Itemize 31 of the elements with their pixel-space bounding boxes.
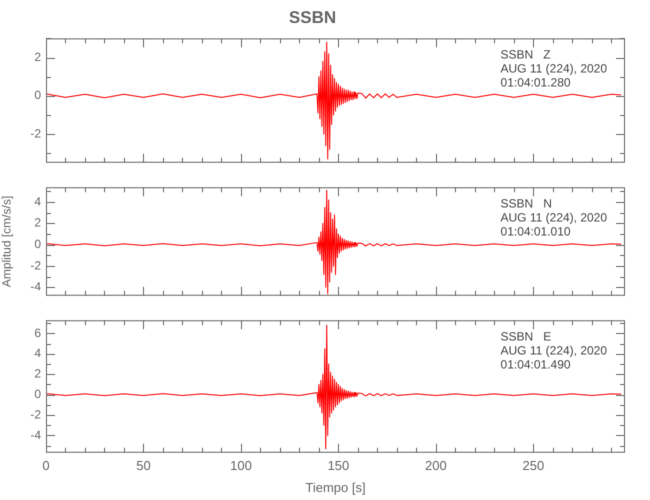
- annotation: AUG 11 (224), 2020: [500, 62, 608, 76]
- x-tick-label: 150: [328, 458, 350, 474]
- y-tick-label: 0: [34, 237, 42, 252]
- y-tick-label: 2: [34, 50, 42, 64]
- x-axis-title: Tiempo [s]: [305, 480, 366, 495]
- x-tick-label: 250: [522, 458, 544, 474]
- chart-title: SSBN: [288, 8, 336, 27]
- y-tick-label: 0: [34, 386, 42, 401]
- annotation: SSBN Z: [500, 48, 551, 62]
- annotation: 01:04:01.280: [500, 76, 571, 90]
- annotation: 01:04:01.490: [500, 358, 571, 372]
- y-tick-label: 6: [34, 326, 42, 340]
- y-tick-label: 4: [34, 194, 42, 208]
- x-tick-label: 200: [425, 458, 447, 474]
- annotation: AUG 11 (224), 2020: [500, 344, 608, 358]
- y-axis-title: Amplitud [cm/s/s]: [0, 196, 14, 288]
- annotation: SSBN E: [500, 330, 552, 344]
- y-tick-label: -4: [30, 428, 42, 442]
- y-tick-label: -4: [30, 280, 42, 294]
- x-tick-label: 50: [136, 458, 151, 474]
- annotation: SSBN N: [500, 196, 552, 211]
- x-tick-label: 100: [230, 458, 252, 474]
- y-tick-label: -2: [30, 126, 42, 140]
- annotation: 01:04:01.010: [500, 224, 571, 239]
- y-tick-label: 0: [34, 88, 42, 102]
- annotation: AUG 11 (224), 2020: [500, 210, 608, 225]
- y-tick-label: -2: [30, 258, 42, 272]
- y-tick-label: 2: [34, 366, 42, 381]
- y-tick-label: 4: [34, 346, 42, 360]
- y-tick-label: -2: [30, 407, 42, 422]
- y-tick-label: 2: [34, 216, 42, 230]
